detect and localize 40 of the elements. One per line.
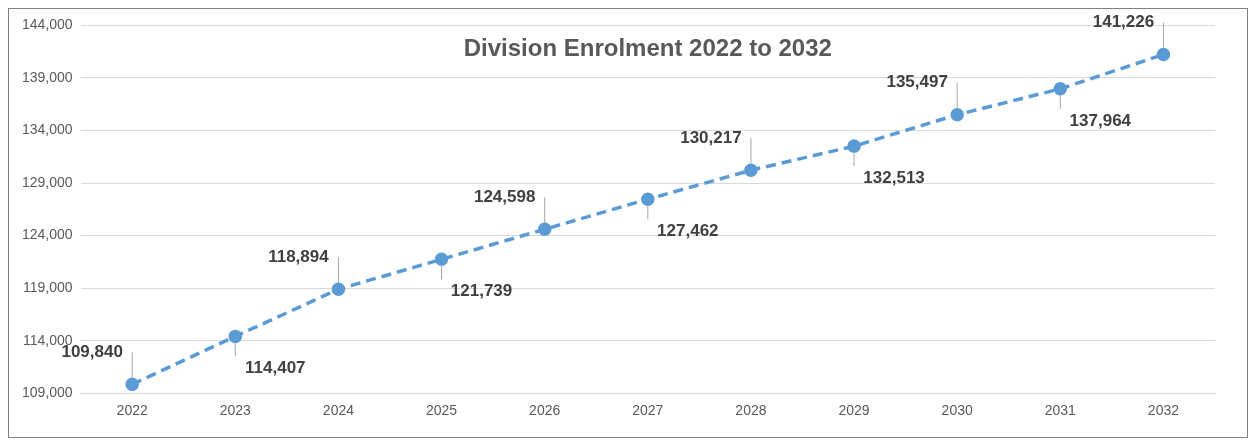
y-tick-label: 124,000 [22,226,73,243]
x-tick-label: 2031 [1044,402,1077,419]
data-label: 121,739 [450,281,513,301]
data-label: 124,598 [473,186,536,206]
x-tick-label: 2029 [838,402,870,419]
data-label: 137,964 [1069,110,1132,130]
y-tick-label: 134,000 [22,121,73,138]
point [641,192,655,206]
point [331,282,346,296]
point [744,163,758,177]
x-tick-label: 2022 [116,402,148,419]
y-tick-label: 144,000 [22,16,73,33]
data-label: 135,497 [886,72,948,92]
y-tick-label: 129,000 [22,173,73,190]
data-label: 127,462 [657,220,719,240]
point [125,377,139,392]
x-tick-label: 2023 [219,402,252,419]
data-label: 141,226 [1092,12,1155,32]
y-tick-label: 109,000 [22,384,73,401]
data-label: 118,894 [268,246,330,266]
point [950,108,964,122]
data-label: 130,217 [680,127,742,147]
x-tick-label: 2032 [1147,402,1180,419]
x-tick-label: 2027 [632,402,664,419]
y-tick-label: 119,000 [23,278,73,295]
point [847,139,861,153]
chart-title: Division Enrolment 2022 to 2032 [463,34,832,62]
data-label: 132,513 [863,167,925,187]
x-tick-label: 2026 [529,402,561,419]
y-tick-label: 139,000 [22,68,73,85]
point [1053,82,1068,96]
x-tick-label: 2030 [941,402,973,419]
x-tick-label: 2024 [322,402,355,419]
point [228,329,243,344]
point [1156,47,1171,62]
x-tick-label: 2028 [735,402,767,419]
point [434,252,449,267]
data-label: 114,407 [245,358,306,378]
point [537,222,552,237]
x-tick-label: 2025 [425,402,458,419]
